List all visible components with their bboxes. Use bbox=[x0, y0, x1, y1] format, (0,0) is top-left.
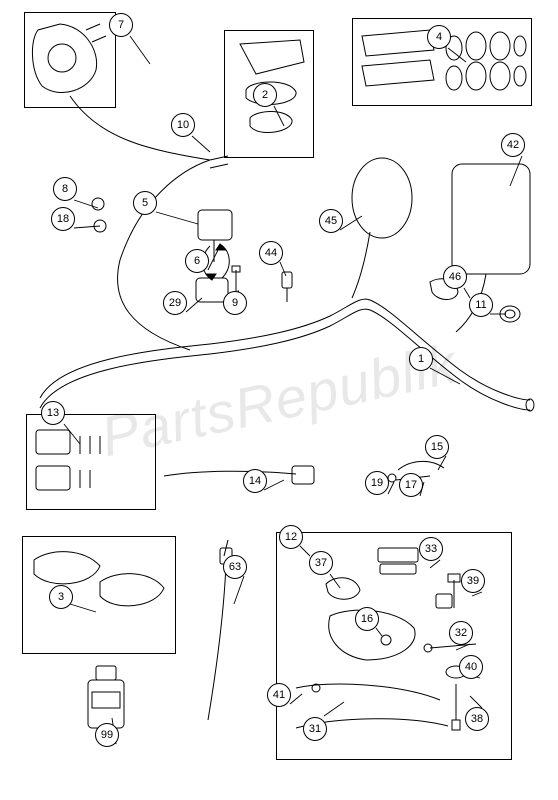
callout-33: 33 bbox=[419, 537, 443, 561]
callout-4: 4 bbox=[427, 25, 451, 49]
diagram-lineart bbox=[0, 0, 558, 800]
callout-29: 29 bbox=[163, 291, 187, 315]
callout-41: 41 bbox=[267, 683, 291, 707]
callout-46: 46 bbox=[443, 265, 467, 289]
callout-14: 14 bbox=[243, 469, 267, 493]
callout-99: 99 bbox=[95, 723, 119, 747]
callout-40: 40 bbox=[459, 655, 483, 679]
callout-45: 45 bbox=[319, 209, 343, 233]
callout-2: 2 bbox=[253, 83, 277, 107]
callout-37: 37 bbox=[309, 551, 333, 575]
callout-39: 39 bbox=[461, 569, 485, 593]
callout-15: 15 bbox=[425, 435, 449, 459]
callout-38: 38 bbox=[465, 707, 489, 731]
callout-5: 5 bbox=[133, 191, 157, 215]
callout-7: 7 bbox=[109, 13, 133, 37]
callout-31: 31 bbox=[303, 717, 327, 741]
callout-16: 16 bbox=[355, 607, 379, 631]
callout-32: 32 bbox=[449, 621, 473, 645]
callout-9: 9 bbox=[223, 291, 247, 315]
callout-1: 1 bbox=[409, 347, 433, 371]
callout-11: 11 bbox=[469, 293, 493, 317]
callout-63: 63 bbox=[223, 555, 247, 579]
callout-13: 13 bbox=[41, 401, 65, 425]
callout-8: 8 bbox=[53, 177, 77, 201]
callout-44: 44 bbox=[259, 241, 283, 265]
callout-6: 6 bbox=[185, 249, 209, 273]
callout-17: 17 bbox=[399, 473, 423, 497]
callout-12: 12 bbox=[279, 525, 303, 549]
callout-18: 18 bbox=[51, 207, 75, 231]
callout-42: 42 bbox=[501, 133, 525, 157]
callout-3: 3 bbox=[49, 585, 73, 609]
callout-10: 10 bbox=[171, 113, 195, 137]
callout-19: 19 bbox=[365, 471, 389, 495]
